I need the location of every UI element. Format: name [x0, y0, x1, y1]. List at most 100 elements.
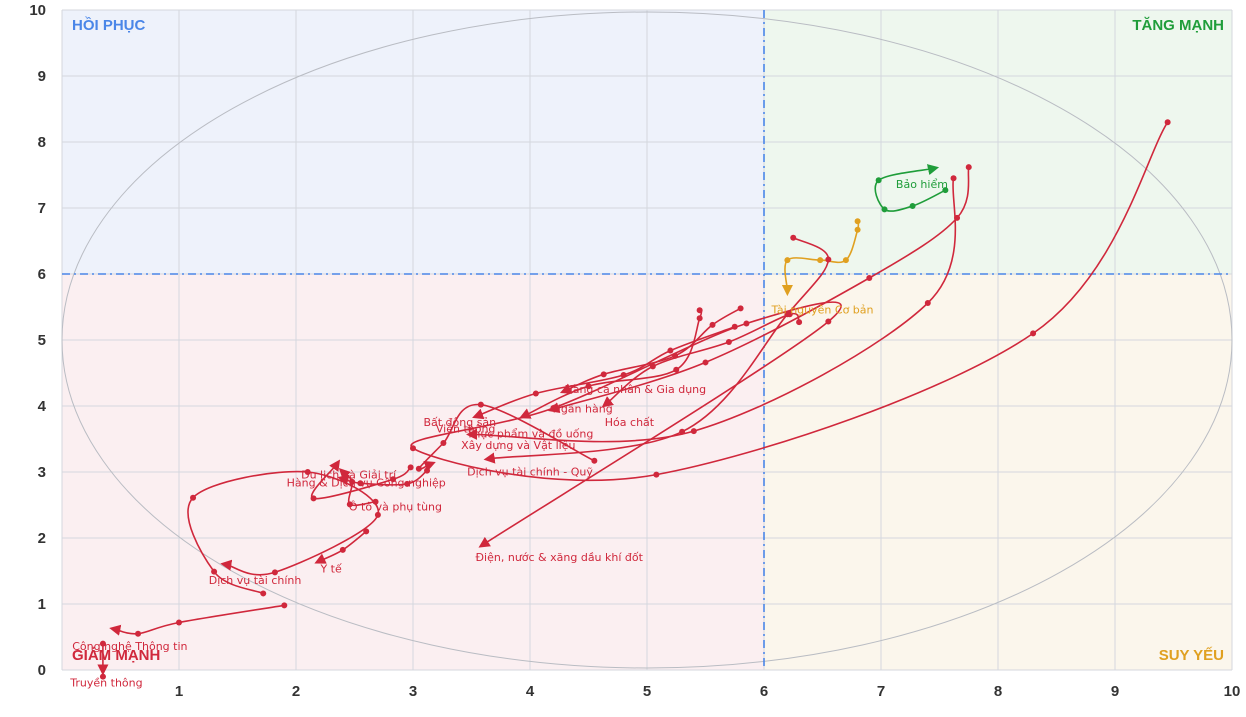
series-label: Thực phẩm và đồ uống	[466, 428, 594, 441]
y-tick-label: 3	[38, 464, 46, 481]
series-label: Dịch vụ tài chính - Quỹ	[467, 465, 593, 478]
quadrant-label-bottom-left: GIẢM MẠNH	[72, 647, 160, 664]
series-point	[349, 478, 356, 485]
series-point	[281, 602, 288, 609]
series-14	[187, 469, 381, 597]
series-12	[338, 468, 379, 508]
series-3	[519, 307, 703, 419]
series-point	[881, 206, 888, 213]
quadrant-labels-layer: HỒI PHỤC TĂNG MẠNH GIẢM MẠNH SUY YẾU	[72, 16, 1224, 664]
series-18	[99, 673, 106, 680]
series-point	[950, 175, 957, 182]
series-point	[702, 359, 709, 366]
series-label: Viễn thông	[436, 422, 496, 435]
series-label: Dịch vụ tài chính	[209, 574, 302, 587]
series-point	[374, 511, 381, 518]
series-layer	[97, 119, 1171, 680]
series-label: Hàng & Dịch vụ Công nghiệp	[287, 477, 446, 490]
y-tick-label: 9	[38, 68, 46, 85]
series-line	[338, 468, 376, 507]
series-label: Tài nguyên Cơ bản	[770, 304, 873, 317]
series-label: Hàng cá nhân & Gia dụng	[564, 383, 706, 396]
series-line	[465, 178, 957, 443]
series-point	[842, 257, 849, 264]
y-tick-label: 2	[38, 530, 46, 547]
series-point	[743, 320, 750, 327]
series-1	[781, 218, 861, 297]
y-tick-label: 4	[38, 398, 47, 415]
series-point	[407, 464, 414, 471]
x-tick-label: 9	[1111, 683, 1119, 700]
series-point	[600, 371, 607, 378]
series-point	[415, 465, 422, 472]
series-point	[1030, 330, 1037, 337]
series-point	[550, 404, 557, 411]
series-point	[854, 218, 861, 225]
y-tick-label: 8	[38, 134, 46, 151]
series-16	[109, 602, 288, 637]
x-tick-label: 2	[292, 683, 300, 700]
series-point	[211, 568, 218, 575]
series-point	[725, 338, 732, 345]
series-point	[696, 315, 703, 322]
ellipse-guide	[61, 11, 1233, 669]
series-point	[1164, 119, 1171, 126]
y-tick-label: 0	[38, 662, 46, 679]
series-point	[942, 187, 949, 194]
tick-labels-layer: 1 2 3 4 5 6 7 8 9 10 0 1 2 3 4 5 6 7 8 9 10	[29, 2, 1240, 700]
x-tick-label: 3	[409, 683, 417, 700]
series-point	[784, 311, 791, 318]
reference-ellipse	[61, 11, 1233, 669]
series-point	[737, 305, 744, 312]
series-label: Bảo hiểm	[896, 178, 948, 191]
series-label: Ô tô và phụ tùng	[349, 500, 442, 513]
series-point	[404, 480, 411, 487]
series-label: Công nghệ Thông tin	[72, 640, 187, 653]
series-labels-layer: Bảo hiểm Tài nguyên Cơ bản Hàng cá nhân & …	[69, 178, 948, 689]
series-point	[304, 469, 311, 475]
series-point	[854, 226, 861, 233]
series-point	[866, 274, 873, 281]
series-9	[415, 401, 598, 472]
series-point	[410, 445, 416, 452]
series-2	[559, 305, 744, 394]
series-label: Y tế	[319, 562, 342, 575]
series-point	[709, 321, 716, 328]
series-point	[909, 203, 916, 210]
series-point	[875, 177, 882, 184]
series-13	[314, 528, 370, 564]
series-point	[357, 480, 364, 487]
series-8	[465, 175, 957, 443]
series-label: Ngân hàng	[553, 403, 613, 416]
series-point	[924, 300, 931, 307]
series-point	[260, 590, 267, 597]
y-tick-label: 7	[38, 200, 46, 217]
y-tick-label: 10	[29, 2, 46, 19]
series-point	[965, 164, 972, 171]
series-label: Điện, nước & xăng dầu khí đốt	[476, 551, 644, 564]
series-point	[440, 439, 447, 446]
x-tick-label: 10	[1224, 683, 1241, 700]
series-line	[109, 604, 285, 636]
series-point	[477, 401, 484, 408]
series-point	[790, 234, 797, 241]
series-15	[410, 119, 1171, 548]
series-point	[346, 501, 353, 508]
series-point	[653, 471, 660, 478]
series-point	[363, 528, 370, 535]
y-tick-label: 5	[38, 332, 46, 349]
y-tick-label: 6	[38, 266, 46, 283]
series-label: Du lịch và Giải trí	[301, 469, 397, 482]
series-7	[472, 323, 738, 420]
series-point	[135, 630, 142, 637]
series-point	[817, 257, 824, 264]
series-11	[337, 467, 431, 487]
series-label: Hóa chất	[605, 416, 655, 429]
series-line	[337, 470, 428, 486]
quadrant-label-top-right: TĂNG MẠNH	[1132, 17, 1224, 34]
series-point	[690, 428, 697, 435]
series-point	[99, 673, 106, 680]
series-point	[591, 457, 598, 464]
